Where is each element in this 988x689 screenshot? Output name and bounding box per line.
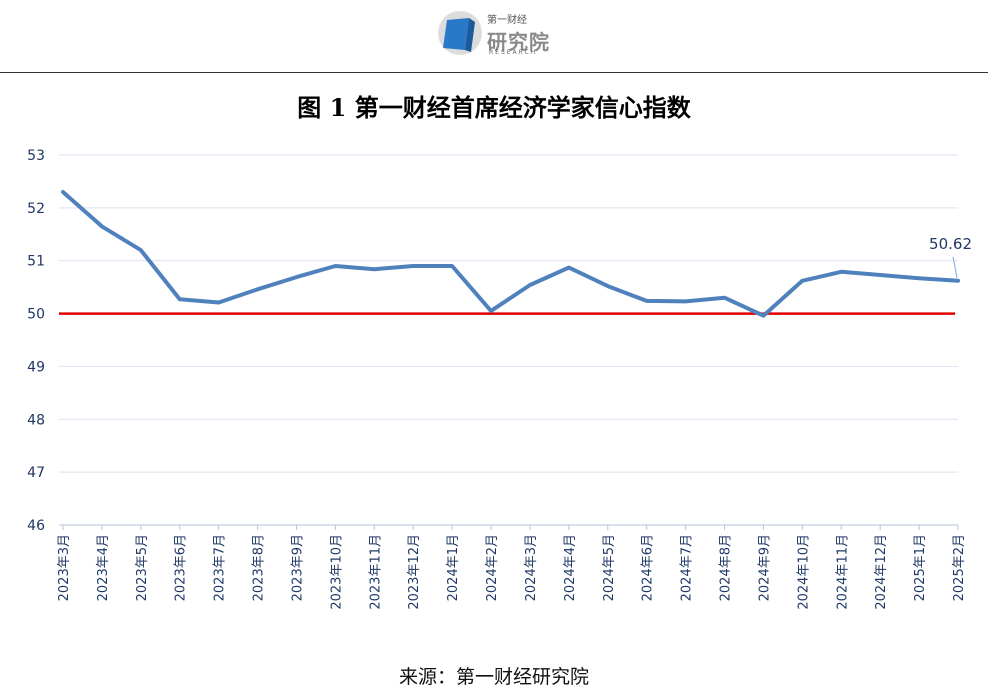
x-tick-label: 2024年6月 xyxy=(641,534,656,601)
annotation-label: 50.62 xyxy=(929,235,972,253)
y-tick-label: 51 xyxy=(27,254,45,270)
x-tick-label: 2024年3月 xyxy=(524,534,539,601)
header-divider xyxy=(0,72,988,73)
y-axis: 46 47 48 49 50 51 52 53 xyxy=(27,148,45,534)
x-tick-label: 2024年5月 xyxy=(602,534,617,601)
annotation-group: 50.62 xyxy=(929,235,972,278)
x-tick-label: 2024年9月 xyxy=(757,534,772,601)
y-tick-label: 52 xyxy=(27,201,45,217)
x-tick-label: 2023年11月 xyxy=(368,534,383,610)
x-tick-label: 2025年2月 xyxy=(952,534,967,601)
y-tick-label: 46 xyxy=(27,518,45,534)
x-tick-label: 2023年4月 xyxy=(96,534,111,601)
x-tick-label: 2023年12月 xyxy=(407,534,422,610)
logo-emblem-icon xyxy=(438,11,482,55)
x-axis xyxy=(59,524,959,530)
logo-subtext: RESEARCH xyxy=(489,49,538,56)
x-tick-label: 2023年5月 xyxy=(135,534,150,601)
x-tick-label: 2023年7月 xyxy=(213,534,228,601)
x-tick-labels: 2023年3月 2023年4月 2023年5月 2023年6月 2023年7月 2023年… xyxy=(57,534,967,610)
y-tick-label: 53 xyxy=(27,148,45,164)
source-note: 来源：第一财经研究院 xyxy=(398,666,589,688)
x-tick-label: 2024年1月 xyxy=(446,534,461,601)
annotation-leader xyxy=(952,256,958,278)
x-tick-label: 2023年8月 xyxy=(252,534,267,601)
x-tick-label: 2024年8月 xyxy=(719,534,734,601)
header-logo: 第一财经 研究院 RESEARCH xyxy=(435,6,555,58)
logo-small-text: 第一财经 xyxy=(487,15,527,26)
x-tick-label: 2023年10月 xyxy=(329,534,344,610)
x-tick-label: 2024年2月 xyxy=(485,534,500,601)
x-tick-label: 2024年11月 xyxy=(835,534,850,610)
x-tick-label: 2024年4月 xyxy=(563,534,578,601)
y-tick-label: 47 xyxy=(27,465,45,481)
x-tick-label: 2024年12月 xyxy=(874,534,889,610)
y-tick-label: 49 xyxy=(27,359,45,375)
y-tick-label: 50 xyxy=(27,307,45,323)
logo-text: 研究院 xyxy=(487,30,550,54)
y-tick-label: 48 xyxy=(27,412,45,428)
series-group xyxy=(61,190,960,318)
x-tick-label: 2025年1月 xyxy=(913,534,928,601)
x-tick-label: 2023年9月 xyxy=(290,534,305,601)
series-line xyxy=(61,190,960,318)
x-tick-label: 2023年3月 xyxy=(57,534,72,601)
chart-title: 图 1 第一财经首席经济学家信心指数 xyxy=(297,93,691,122)
x-tick-label: 2023年6月 xyxy=(174,534,189,601)
x-tick-label: 2024年10月 xyxy=(796,534,811,610)
x-tick-label: 2024年7月 xyxy=(680,534,695,601)
